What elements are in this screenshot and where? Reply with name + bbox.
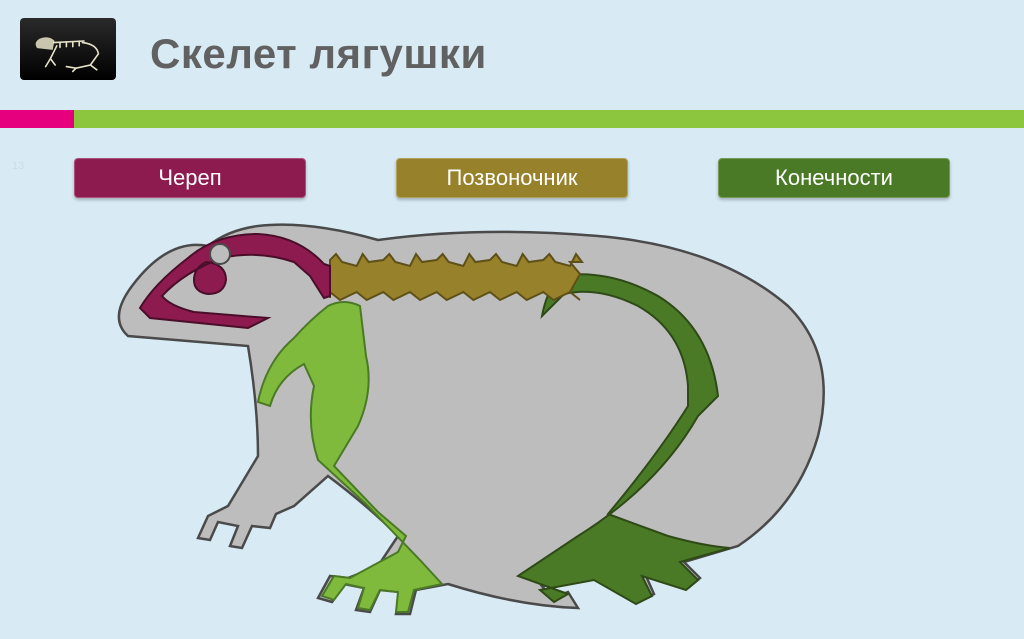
accent-bar — [0, 110, 1024, 128]
label-row: Череп Позвоночник Конечности — [0, 158, 1024, 198]
label-limbs: Конечности — [718, 158, 950, 198]
label-skull: Череп — [74, 158, 306, 198]
label-spine: Позвоночник — [396, 158, 628, 198]
page-title: Скелет лягушки — [150, 30, 487, 78]
label-text: Череп — [158, 165, 221, 191]
label-text: Позвоночник — [447, 165, 578, 191]
frog-diagram — [98, 206, 918, 626]
accent-magenta — [0, 110, 74, 128]
accent-green — [74, 110, 1024, 128]
label-text: Конечности — [775, 165, 893, 191]
frog-skeleton-icon — [20, 18, 116, 80]
